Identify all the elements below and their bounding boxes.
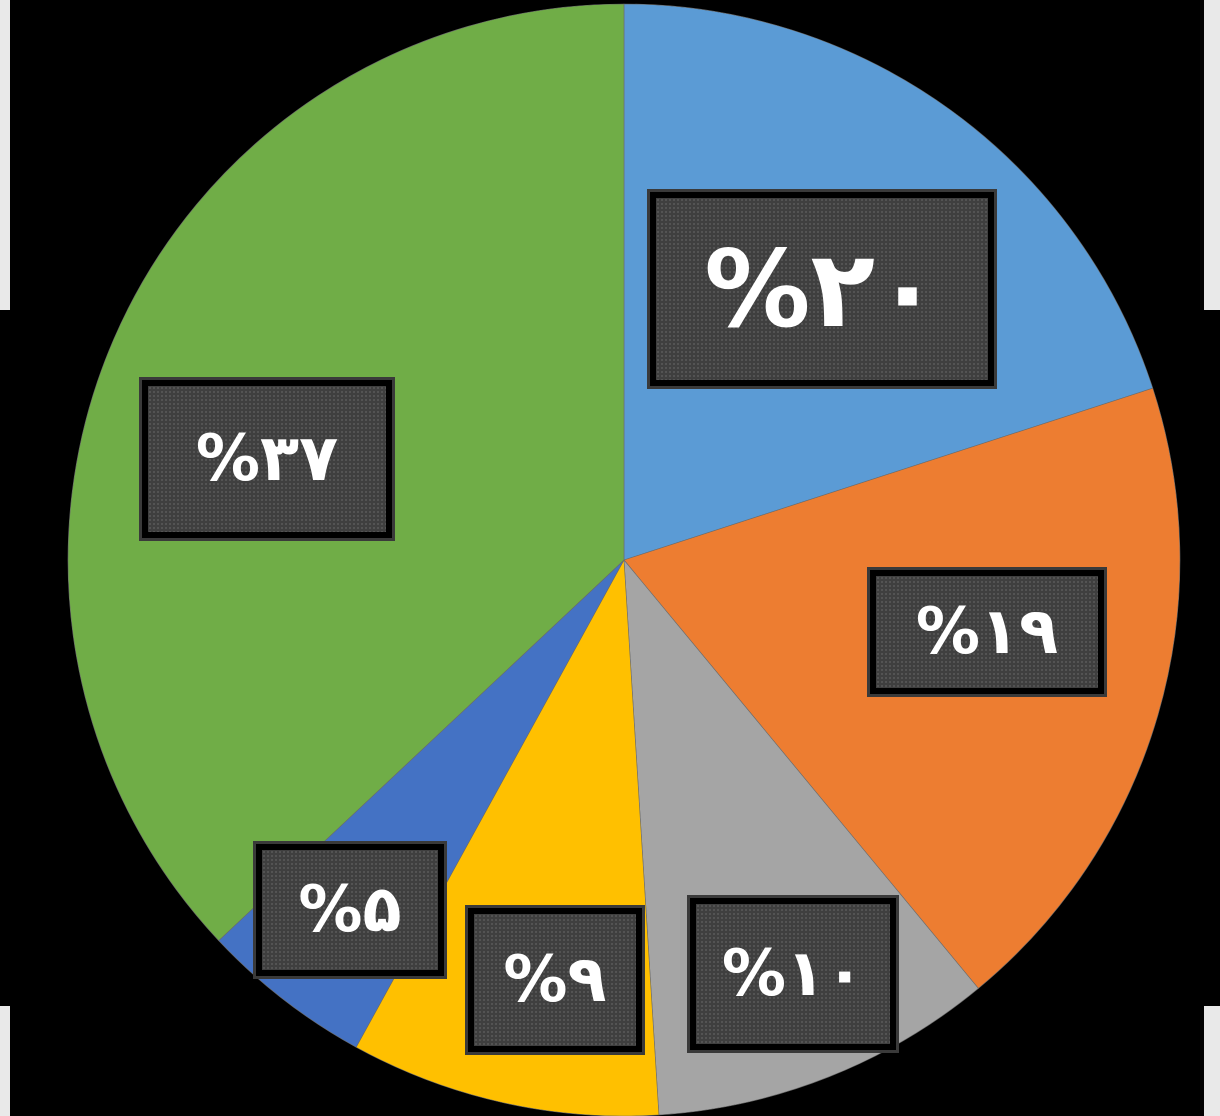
data-label-text: %۳۷ (195, 422, 339, 496)
data-label-text: %۱۹ (915, 595, 1059, 669)
data-label-text: %۱۰ (721, 937, 865, 1011)
data-label-slice-3: %۱۰ (687, 895, 904, 1058)
data-label-slice-6: %۳۷ (139, 377, 400, 546)
data-label-slice-4: %۹ (465, 905, 650, 1060)
data-label-text: %۲۰ (704, 227, 940, 351)
data-label-slice-2: %۱۹ (867, 567, 1112, 702)
data-label-text: %۵ (298, 873, 402, 947)
data-label-slice-1: %۲۰ (647, 189, 1002, 394)
data-label-text: %۹ (503, 943, 607, 1017)
data-label-slice-5: %۵ (253, 841, 452, 984)
